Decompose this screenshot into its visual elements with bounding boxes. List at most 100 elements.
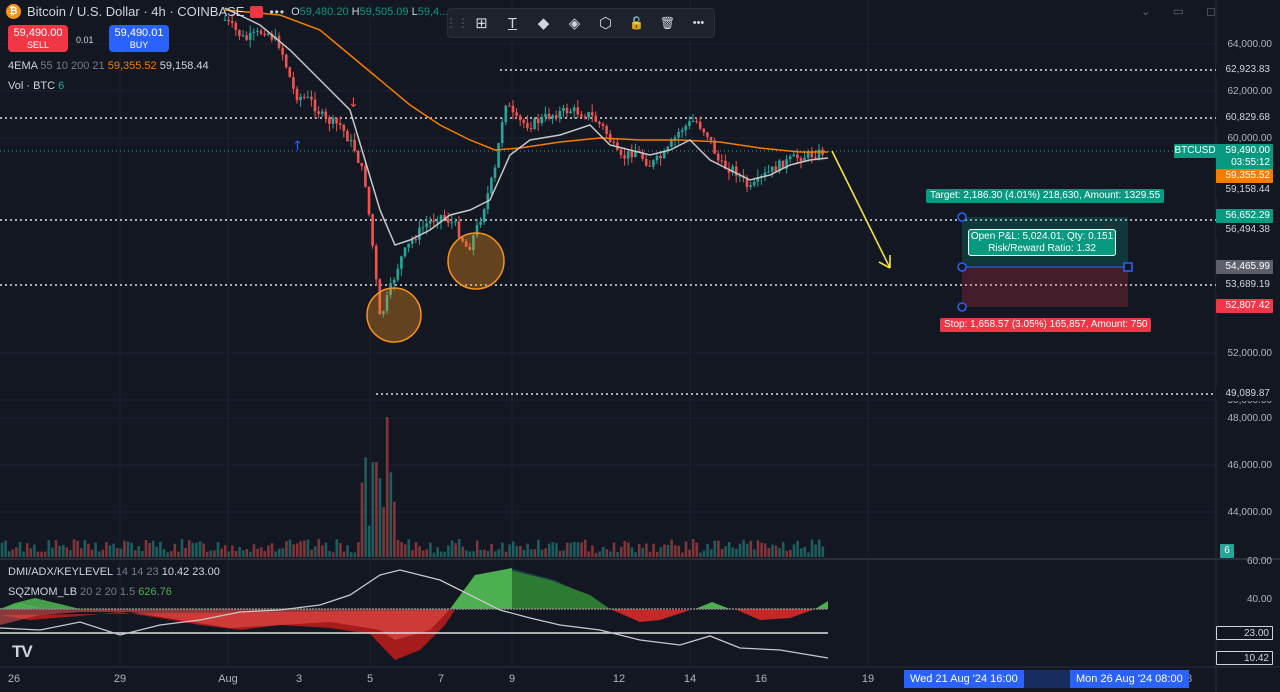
dmi-legend[interactable]: DMI/ADX/KEYLEVEL 14 14 23 10.42 23.00 bbox=[8, 566, 220, 578]
volume-bar bbox=[544, 548, 547, 557]
drag-handle-icon[interactable]: ⋮⋮ bbox=[445, 16, 469, 30]
adx-line bbox=[0, 569, 829, 659]
candle-body bbox=[562, 107, 565, 111]
volume-bar bbox=[353, 552, 357, 557]
volume-bar bbox=[684, 541, 688, 557]
volume-bar bbox=[803, 546, 807, 557]
candle-body bbox=[281, 47, 284, 55]
target-label[interactable]: Target: 2,186.30 (4.01%) 218,630, Amount… bbox=[926, 189, 1165, 203]
volume-bar bbox=[83, 540, 87, 557]
volume-bar bbox=[195, 542, 198, 557]
volume-bar bbox=[774, 545, 778, 557]
volume-bar bbox=[810, 539, 814, 557]
volume-bar bbox=[522, 549, 526, 557]
candle-body bbox=[320, 111, 324, 114]
settings-icon[interactable]: ⬡ bbox=[598, 15, 613, 32]
volume-bar bbox=[184, 547, 187, 557]
volume-bar bbox=[94, 542, 97, 557]
stop-label[interactable]: Stop: 1,658.57 (3.05%) 165,857, Amount: … bbox=[940, 318, 1152, 332]
collapse-icon[interactable]: ⌄ bbox=[1140, 4, 1151, 18]
volume-bar bbox=[508, 544, 511, 557]
volume-bar bbox=[713, 540, 717, 557]
ema-legend[interactable]: 4EMA 55 10 200 21 59,355.52 59,158.44 bbox=[8, 60, 209, 72]
volume-bar bbox=[105, 542, 108, 557]
key-levels bbox=[0, 69, 1216, 395]
candle-body bbox=[810, 151, 814, 158]
more-icon[interactable]: ••• bbox=[692, 17, 705, 29]
entry-handle-left bbox=[957, 262, 967, 272]
candle-body bbox=[670, 140, 673, 147]
volume-legend[interactable]: Vol · BTC 6 bbox=[8, 80, 65, 92]
candle-body bbox=[288, 67, 292, 78]
flag-icon[interactable] bbox=[250, 5, 264, 18]
volume-bar bbox=[220, 548, 223, 557]
candle-body bbox=[565, 107, 569, 114]
volume-bar bbox=[691, 539, 695, 557]
volume-bar bbox=[349, 552, 353, 557]
candle-body bbox=[536, 118, 540, 124]
volume-bar bbox=[256, 548, 259, 557]
lock-icon[interactable]: 🔓 bbox=[629, 16, 644, 30]
volume-bar bbox=[274, 551, 277, 557]
volume-bar bbox=[526, 543, 529, 557]
fill-color-icon[interactable]: ◆ bbox=[537, 15, 550, 32]
candle-body bbox=[432, 220, 436, 223]
sell-button[interactable]: 59,490.00 SELL bbox=[8, 25, 68, 52]
candle-body bbox=[482, 209, 486, 223]
maximize-icon[interactable]: ▭ bbox=[1172, 4, 1185, 18]
legend-menu-button[interactable]: ••• bbox=[269, 4, 286, 19]
volume-bar bbox=[288, 539, 292, 557]
candle-body bbox=[230, 21, 234, 23]
volume-bar bbox=[18, 541, 22, 557]
sqz-legend[interactable]: SQZMOM_LB 20 2 20 1.5 626.76 bbox=[8, 586, 172, 598]
volume-bar bbox=[724, 546, 727, 557]
candle-body bbox=[414, 239, 418, 241]
volume-bar bbox=[666, 544, 670, 557]
position-info[interactable]: Open P&L: 5,024.01, Qty: 0.151 Risk/Rewa… bbox=[968, 229, 1116, 256]
trash-icon[interactable]: 🗑 bbox=[659, 16, 676, 30]
volume-bar bbox=[375, 462, 378, 557]
candle-body bbox=[644, 158, 648, 166]
volume-bar bbox=[198, 541, 202, 557]
candle-body bbox=[774, 166, 778, 172]
border-color-icon[interactable]: ◈ bbox=[568, 15, 581, 32]
volume-bar bbox=[101, 549, 105, 557]
volume-bar bbox=[43, 551, 47, 557]
volume-bar bbox=[159, 541, 162, 557]
restore-icon[interactable]: ◻ bbox=[1206, 4, 1216, 18]
volume-bar bbox=[382, 507, 385, 557]
candle-body bbox=[695, 120, 698, 122]
volume-bar bbox=[454, 543, 457, 557]
drawing-toolbar[interactable]: ⋮⋮ ⊞ T ◆ ◈ ⬡ 🔓 🗑 ••• bbox=[445, 8, 715, 38]
volume-bar bbox=[0, 542, 4, 557]
volume-bar bbox=[148, 543, 151, 557]
ema-price-label: 59,355.52 bbox=[1216, 169, 1273, 183]
time-range-end-label[interactable]: Mon 26 Aug '24 08:00 bbox=[1070, 670, 1189, 688]
buy-button[interactable]: 59,490.01 BUY bbox=[109, 25, 169, 52]
candle-body bbox=[425, 223, 428, 228]
volume-bar bbox=[115, 548, 119, 557]
candle-body bbox=[752, 181, 756, 186]
volume-bar bbox=[209, 550, 213, 557]
price-tick: 48,000.00 bbox=[1227, 413, 1273, 424]
stop-zone bbox=[962, 267, 1128, 307]
price-tick: 62,000.00 bbox=[1227, 86, 1273, 97]
volume-bar bbox=[569, 542, 573, 557]
volume-bar bbox=[443, 551, 447, 557]
tradingview-logo[interactable]: TV bbox=[12, 642, 33, 661]
volume-bar bbox=[367, 525, 371, 557]
volume-bar bbox=[306, 539, 310, 557]
text-icon[interactable]: T bbox=[507, 14, 518, 32]
template-icon[interactable]: ⊞ bbox=[475, 15, 488, 32]
projection-arrow bbox=[831, 150, 891, 269]
symbol-title[interactable]: Bitcoin / U.S. Dollar · 4h · COINBASE bbox=[27, 4, 245, 19]
volume-bar bbox=[393, 501, 396, 557]
target-price-label: 56,652.29 bbox=[1216, 209, 1273, 223]
candle-body bbox=[418, 227, 421, 240]
volume-bar bbox=[727, 542, 731, 557]
volume-bar bbox=[270, 543, 274, 557]
candle-body bbox=[446, 218, 450, 223]
candle-body bbox=[648, 165, 652, 167]
time-range-start-label[interactable]: Wed 21 Aug '24 16:00 bbox=[904, 670, 1024, 688]
